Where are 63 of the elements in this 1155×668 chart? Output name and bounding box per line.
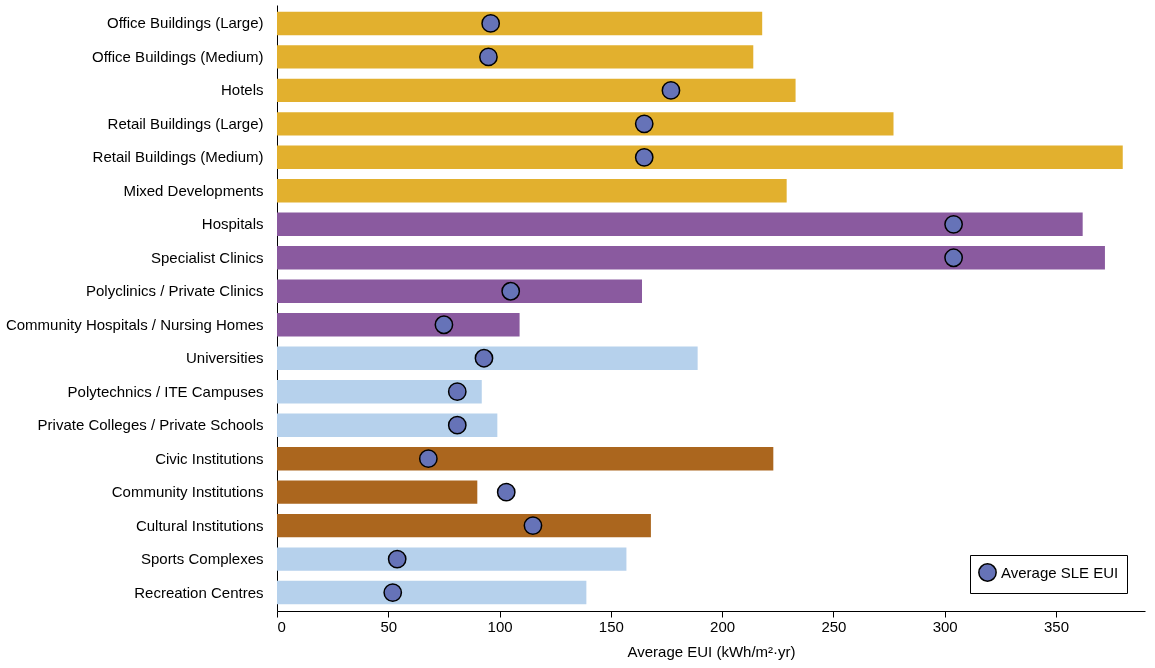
point — [634, 147, 654, 167]
bar — [277, 547, 627, 571]
point — [634, 114, 654, 134]
point — [383, 583, 403, 602]
point — [523, 516, 543, 536]
y-tick-label: Mixed Developments — [123, 181, 264, 199]
bar — [277, 11, 763, 36]
legend-label: Average SLE EUI — [1001, 563, 1119, 581]
x-axis-title: Average EUI (kWh/m²·yr) — [627, 642, 796, 660]
point — [496, 482, 516, 502]
point — [447, 382, 467, 402]
bar — [277, 580, 587, 605]
bar — [277, 313, 520, 337]
point — [474, 348, 494, 368]
bar — [277, 45, 754, 69]
x-tick-label: 100 — [487, 617, 513, 635]
y-tick-label: Recreation Centres — [134, 583, 264, 601]
bar — [277, 246, 1105, 270]
bar — [277, 346, 698, 370]
bar — [277, 513, 651, 538]
y-tick-label: Polytechnics / ITE Campuses — [67, 382, 264, 400]
y-tick-label: Civic Institutions — [155, 449, 264, 467]
bar — [277, 78, 796, 103]
x-tick-label: 350 — [1043, 617, 1069, 635]
bar — [277, 179, 787, 203]
point — [418, 449, 438, 469]
x-tick-label: 300 — [932, 617, 958, 635]
bar — [277, 413, 498, 437]
point — [661, 80, 681, 100]
bar — [277, 480, 478, 504]
point — [944, 214, 963, 234]
point — [479, 47, 498, 67]
x-tick-label: 50 — [380, 617, 398, 635]
y-tick-label: Specialist Clinics — [150, 248, 264, 266]
x-tick-label: 200 — [710, 617, 736, 635]
bar — [277, 279, 643, 303]
point — [434, 315, 454, 335]
y-tick-label: Polyclinics / Private Clinics — [85, 282, 264, 300]
y-tick-label: Retail Buildings (Large) — [107, 114, 264, 132]
bar — [277, 212, 1083, 237]
point — [944, 248, 963, 268]
y-tick-label: Office Buildings (Medium) — [92, 47, 264, 65]
y-tick-label: Community Institutions — [111, 483, 264, 501]
y-tick-label: Cultural Institutions — [135, 516, 264, 534]
x-tick-label: 250 — [821, 617, 847, 635]
y-tick-label: Universities — [185, 349, 264, 367]
point — [501, 281, 521, 301]
point — [447, 415, 467, 435]
y-tick-label: Sports Complexes — [140, 550, 264, 568]
point — [387, 549, 407, 569]
bar — [277, 379, 482, 404]
x-tick-label: 150 — [598, 617, 624, 635]
bar — [277, 145, 1123, 170]
y-tick-label: Retail Buildings (Medium) — [92, 148, 264, 166]
bar — [277, 446, 774, 471]
y-tick-label: Private Colleges / Private Schools — [37, 416, 264, 434]
bar — [277, 112, 894, 136]
y-tick-label: Community Hospitals / Nursing Homes — [5, 315, 264, 333]
y-tick-label: Hotels — [220, 81, 264, 99]
x-tick-label: 0 — [277, 617, 286, 635]
y-tick-label: Hospitals — [201, 215, 264, 233]
y-tick-label: Office Buildings (Large) — [107, 14, 264, 32]
point — [481, 14, 501, 33]
